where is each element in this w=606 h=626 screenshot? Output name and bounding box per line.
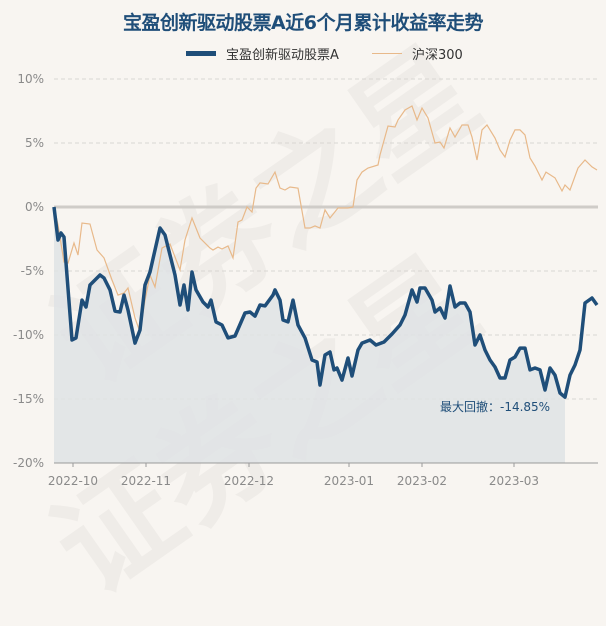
- x-tick-label: 2023-02: [397, 474, 447, 488]
- y-tick-label: -5%: [21, 264, 44, 278]
- y-tick-label: 10%: [17, 72, 44, 86]
- legend-swatch-index: [372, 53, 402, 54]
- y-tick-label: -10%: [13, 328, 44, 342]
- legend-item-fund[interactable]: 宝盈创新驱动股票A: [186, 44, 339, 63]
- x-tick-label: 2022-12: [224, 474, 274, 488]
- y-axis-labels: 10% 5% 0% -5% -10% -15% -20%: [13, 72, 44, 470]
- legend-label-index: 沪深300: [412, 48, 463, 63]
- fund-line[interactable]: [52, 206, 599, 399]
- fund-area-fill: [54, 207, 565, 463]
- legend-swatch-fund: [186, 51, 216, 56]
- x-tick-label: 2022-11: [121, 474, 171, 488]
- legend: 宝盈创新驱动股票A 沪深300: [0, 44, 606, 63]
- y-tick-label: -20%: [13, 456, 44, 470]
- x-axis-ticks: 2022-10 2022-11 2022-12 2023-01 2023-02 2023-…: [48, 463, 539, 488]
- line-chart: 10%5%0%-5%-10%-15%-20% 2022-10 2022-11 202…: [13, 72, 599, 488]
- max-drawdown-annotation: 最大回撤：-14.85%: [440, 399, 550, 414]
- x-tick-label: 2023-03: [489, 474, 539, 488]
- y-tick-label: -15%: [13, 392, 44, 406]
- y-tick-label: 5%: [25, 136, 44, 150]
- y-tick-label: 0%: [25, 200, 44, 214]
- legend-label-fund: 宝盈创新驱动股票A: [226, 48, 339, 63]
- x-tick-label: 2023-01: [324, 474, 374, 488]
- chart-title: 宝盈创新驱动股票A近6个月累计收益率走势: [123, 12, 483, 34]
- x-tick-label: 2022-10: [48, 474, 98, 488]
- legend-item-index[interactable]: 沪深300: [372, 44, 463, 63]
- index-line[interactable]: [53, 105, 598, 333]
